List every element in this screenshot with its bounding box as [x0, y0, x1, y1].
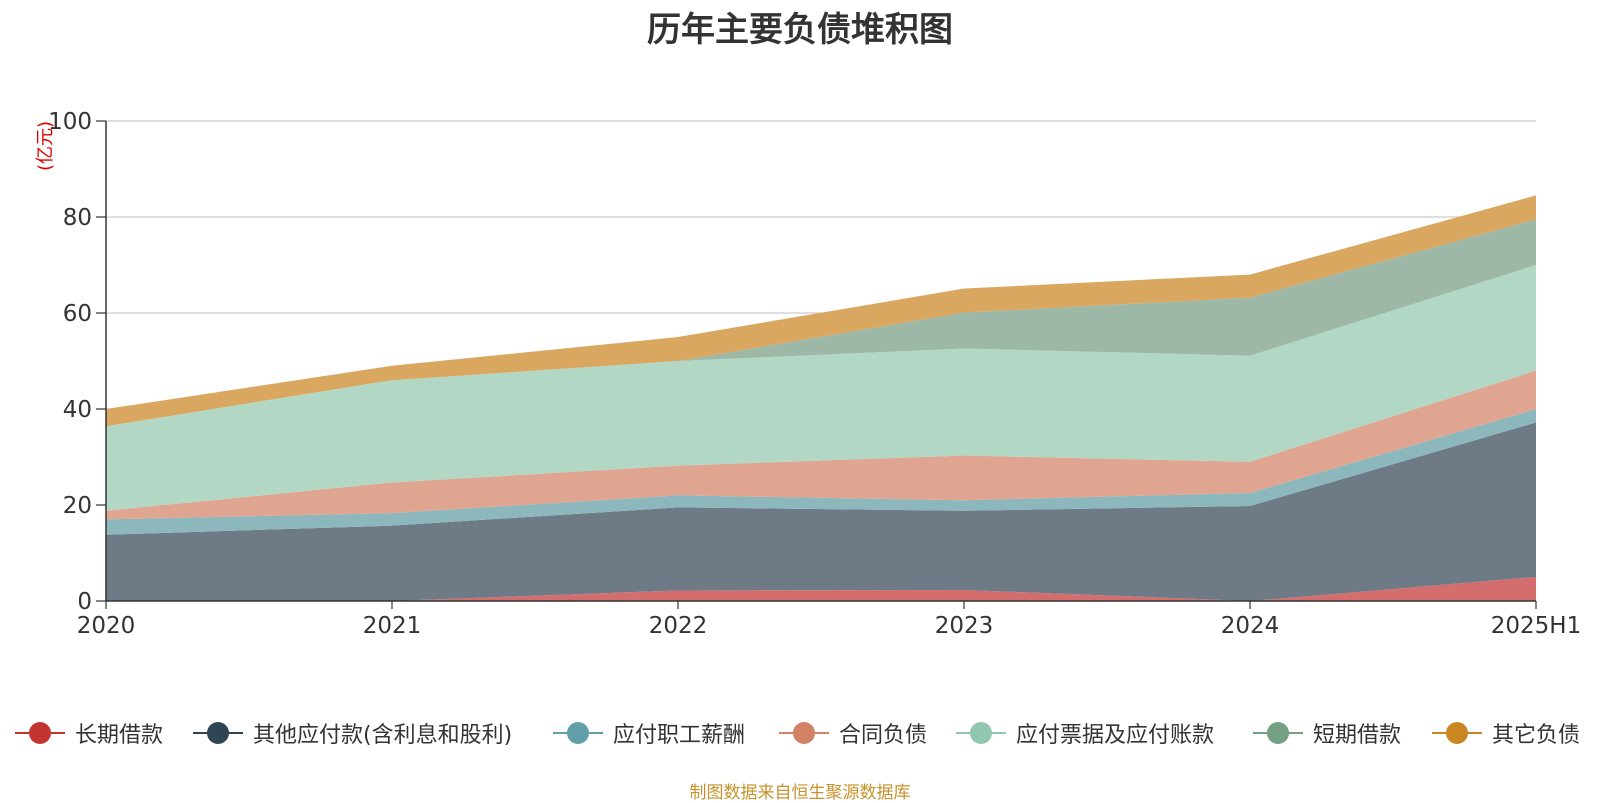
legend-marker-icon [1432, 716, 1482, 750]
area-series-7 [106, 195, 1536, 427]
legend-dot-icon [970, 722, 992, 744]
legend-dot-icon [1446, 722, 1468, 744]
legend-dot-icon [1267, 722, 1289, 744]
legend-label: 合同负债 [839, 723, 928, 748]
legend-dot-icon [29, 722, 51, 744]
y-tick-label: 20 [63, 493, 92, 519]
legend-label: 应付职工薪酬 [613, 723, 746, 748]
y-axis-unit-label: (亿元) [35, 121, 56, 171]
legend-item[interactable]: 短期借款 [1253, 716, 1401, 750]
x-tick-label: 2024 [1221, 613, 1280, 639]
legend-item[interactable]: 其他应付款(含利息和股利) [193, 716, 512, 750]
legend-label: 其他应付款(含利息和股利) [253, 723, 513, 748]
legend-dot-icon [793, 722, 815, 744]
area-series-4 [106, 370, 1536, 520]
y-tick-label: 60 [63, 301, 92, 327]
legend: 长期借款 其他应付款(含利息和股利) 应付职工薪酬 合同负债 应付票据及应付账款 短期借款… [0, 716, 1600, 750]
source-note: 制图数据来自恒生聚源数据库 [689, 783, 911, 803]
legend-label: 其它负债 [1492, 723, 1581, 748]
legend-label: 长期借款 [75, 723, 164, 748]
legend-item[interactable]: 应付职工薪酬 [553, 716, 745, 750]
legend-marker-icon [1253, 716, 1303, 750]
x-tick-label: 2023 [935, 613, 994, 639]
legend-item[interactable]: 长期借款 [15, 716, 163, 750]
x-tick-label: 2022 [649, 613, 708, 639]
axes [96, 120, 1537, 609]
y-tick-label: 40 [63, 397, 92, 423]
tick-labels: 0 20 40 60 80 100 2020 2021 2022 2023 2024 2025H1 [48, 109, 1581, 639]
legend-dot-icon [567, 722, 589, 744]
y-tick-label: 100 [48, 109, 92, 135]
stacked-area-chart: 0 20 40 60 80 100 2020 2021 2022 2023 2024 2025H1 (… [35, 109, 1581, 639]
area-series-5 [106, 265, 1536, 511]
legend-label: 短期借款 [1313, 723, 1402, 748]
legend-marker-icon [779, 716, 829, 750]
legend-dot-icon [207, 722, 229, 744]
area-series-2 [106, 422, 1536, 601]
legend-item[interactable]: 合同负债 [779, 716, 927, 750]
x-tick-label: 2021 [363, 613, 422, 639]
x-tick-label: 2025H1 [1491, 613, 1581, 639]
legend-item[interactable]: 其它负债 [1432, 716, 1580, 750]
area-series-3 [106, 409, 1536, 535]
y-tick-label: 80 [63, 205, 92, 231]
chart-title: 历年主要负债堆积图 [647, 10, 953, 50]
legend-label: 应付票据及应付账款 [1016, 723, 1215, 748]
x-tick-label: 2020 [77, 613, 136, 639]
legend-item[interactable]: 应付票据及应付账款 [956, 716, 1214, 750]
legend-marker-icon [193, 716, 243, 750]
area-series-6 [106, 219, 1536, 427]
area-series-layer [106, 195, 1536, 601]
legend-marker-icon [553, 716, 603, 750]
area-series-1 [106, 577, 1536, 601]
y-tick-label: 0 [77, 589, 92, 615]
legend-marker-icon [15, 716, 65, 750]
legend-marker-icon [956, 716, 1006, 750]
